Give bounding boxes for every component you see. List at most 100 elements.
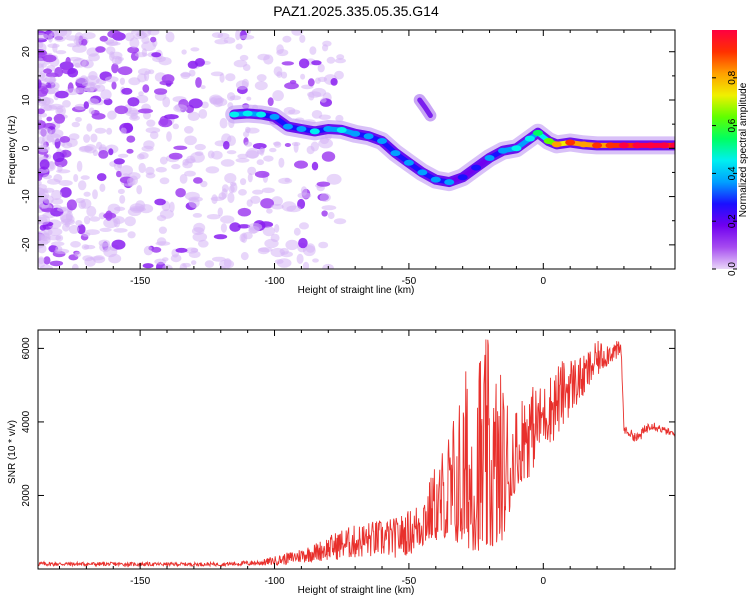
noise-blob [94, 127, 107, 134]
noise-blob [65, 35, 80, 41]
noise-blob [148, 69, 155, 75]
noise-blob [38, 78, 42, 89]
noise-blob [76, 39, 82, 45]
noise-blob [128, 77, 141, 86]
noise-blob [173, 104, 188, 113]
noise-blob [59, 136, 71, 143]
noise-blob [200, 85, 206, 90]
noise-blob [82, 81, 97, 87]
noise-blob [75, 117, 82, 122]
noise-blob [142, 263, 154, 269]
noise-blob [82, 255, 94, 262]
noise-blob [269, 147, 277, 153]
noise-blob [327, 211, 335, 220]
noise-blob [43, 68, 53, 74]
noise-blob [272, 90, 284, 102]
noise-blob [282, 35, 292, 43]
noise-blob [334, 58, 346, 64]
ridge-point [578, 141, 589, 148]
noise-blob [83, 244, 96, 250]
noise-blob [227, 192, 235, 204]
noise-blob [276, 71, 283, 78]
noise-blob [326, 173, 342, 185]
noise-blob [83, 215, 91, 225]
noise-blob [256, 159, 264, 166]
noise-blob [200, 180, 208, 188]
noise-blob [119, 195, 126, 204]
noise-blob [272, 141, 281, 146]
noise-blob [247, 166, 257, 176]
noise-blob [271, 196, 283, 207]
noise-blob [237, 153, 249, 159]
noise-blob [111, 81, 117, 90]
noise-blob [62, 142, 73, 149]
noise-blob [47, 178, 61, 185]
noise-blob [150, 36, 157, 43]
noise-blob [237, 207, 252, 217]
noise-blob [240, 178, 247, 186]
x-tick-label: -150 [130, 276, 150, 287]
axes-frame [37, 29, 676, 270]
noise-blob [319, 193, 331, 202]
noise-blob [55, 90, 69, 99]
noise-blob [120, 165, 133, 176]
noise-blob [225, 73, 236, 82]
noise-blob [302, 261, 310, 269]
noise-blob [244, 141, 253, 147]
noise-blob [99, 183, 106, 192]
noise-blob [49, 260, 64, 267]
noise-blob [285, 239, 299, 251]
noise-blob [302, 245, 316, 257]
noise-blob [190, 47, 200, 52]
noise-blob [127, 97, 140, 107]
noise-blob [204, 260, 215, 268]
noise-blob [154, 198, 166, 206]
snr-line [38, 339, 675, 568]
spectrogram-x-axis-label: Height of straight line (km) [298, 285, 415, 296]
noise-blob [206, 214, 221, 220]
noise-blob [293, 227, 301, 236]
noise-blob [254, 170, 270, 178]
noise-blob [86, 123, 93, 132]
ridge-point [336, 126, 347, 133]
noise-blob [83, 101, 90, 109]
noise-blob [71, 121, 81, 128]
noise-blob [47, 219, 62, 229]
noise-blob [219, 73, 225, 83]
noise-blob [259, 147, 265, 156]
noise-blob [143, 245, 153, 256]
ridge-point [350, 130, 361, 137]
ridge-point [592, 142, 603, 149]
noise-blob [193, 177, 203, 184]
noise-blob [164, 114, 179, 120]
noise-blob [124, 216, 136, 227]
noise-blob [138, 108, 153, 114]
noise-blob [226, 150, 237, 155]
noise-blob [83, 87, 94, 92]
noise-blob [82, 232, 91, 237]
noise-blob [76, 160, 83, 172]
noise-blob [158, 57, 172, 66]
noise-blob [38, 214, 51, 226]
noise-blob [46, 116, 53, 122]
noise-blob [261, 187, 275, 194]
noise-blob [330, 78, 338, 86]
noise-blob [129, 37, 140, 49]
noise-blob [212, 256, 226, 262]
noise-blob [93, 255, 106, 264]
noise-blob [52, 151, 65, 163]
noise-blob [51, 189, 63, 201]
noise-blob [111, 239, 126, 250]
noise-blob [195, 77, 202, 88]
noise-blob [284, 143, 291, 147]
noise-blob [38, 33, 49, 40]
noise-blob [40, 63, 47, 68]
noise-blob [263, 155, 274, 162]
noise-blob [38, 256, 45, 265]
y-tick-label: 20 [21, 46, 32, 58]
noise-blob [223, 37, 236, 44]
noise-blob [129, 203, 145, 214]
noise-blob [100, 89, 112, 100]
noise-blob [88, 107, 95, 115]
x-tick-label: -100 [265, 576, 285, 587]
